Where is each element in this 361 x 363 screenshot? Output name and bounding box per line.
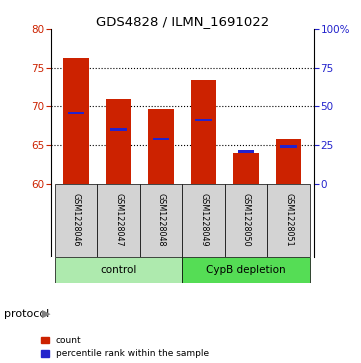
Bar xyxy=(276,139,301,184)
Bar xyxy=(238,150,255,152)
Bar xyxy=(191,80,216,184)
Bar xyxy=(267,184,310,257)
Bar xyxy=(195,119,212,121)
Bar xyxy=(97,184,140,257)
Bar xyxy=(280,145,297,147)
Bar xyxy=(110,129,127,131)
Bar xyxy=(106,99,131,184)
Text: GSM1228049: GSM1228049 xyxy=(199,193,208,247)
Text: CypB depletion: CypB depletion xyxy=(206,265,286,275)
Text: GSM1228048: GSM1228048 xyxy=(157,193,166,247)
Bar xyxy=(182,184,225,257)
Text: control: control xyxy=(100,265,137,275)
Text: GSM1228051: GSM1228051 xyxy=(284,193,293,247)
Bar xyxy=(140,184,182,257)
Title: GDS4828 / ILMN_1691022: GDS4828 / ILMN_1691022 xyxy=(96,15,269,28)
Bar xyxy=(68,112,84,114)
Text: ▶: ▶ xyxy=(42,309,50,319)
Text: GSM1228047: GSM1228047 xyxy=(114,193,123,247)
Bar xyxy=(225,184,267,257)
Legend: count, percentile rank within the sample: count, percentile rank within the sample xyxy=(41,336,209,359)
Bar xyxy=(55,257,182,283)
Bar xyxy=(153,138,169,140)
Bar xyxy=(63,58,89,184)
Bar xyxy=(148,109,174,184)
Bar xyxy=(233,152,259,184)
Bar xyxy=(182,257,310,283)
Text: GSM1228050: GSM1228050 xyxy=(242,193,251,247)
Bar xyxy=(55,184,97,257)
Text: GSM1228046: GSM1228046 xyxy=(71,193,81,247)
Text: protocol: protocol xyxy=(4,309,49,319)
